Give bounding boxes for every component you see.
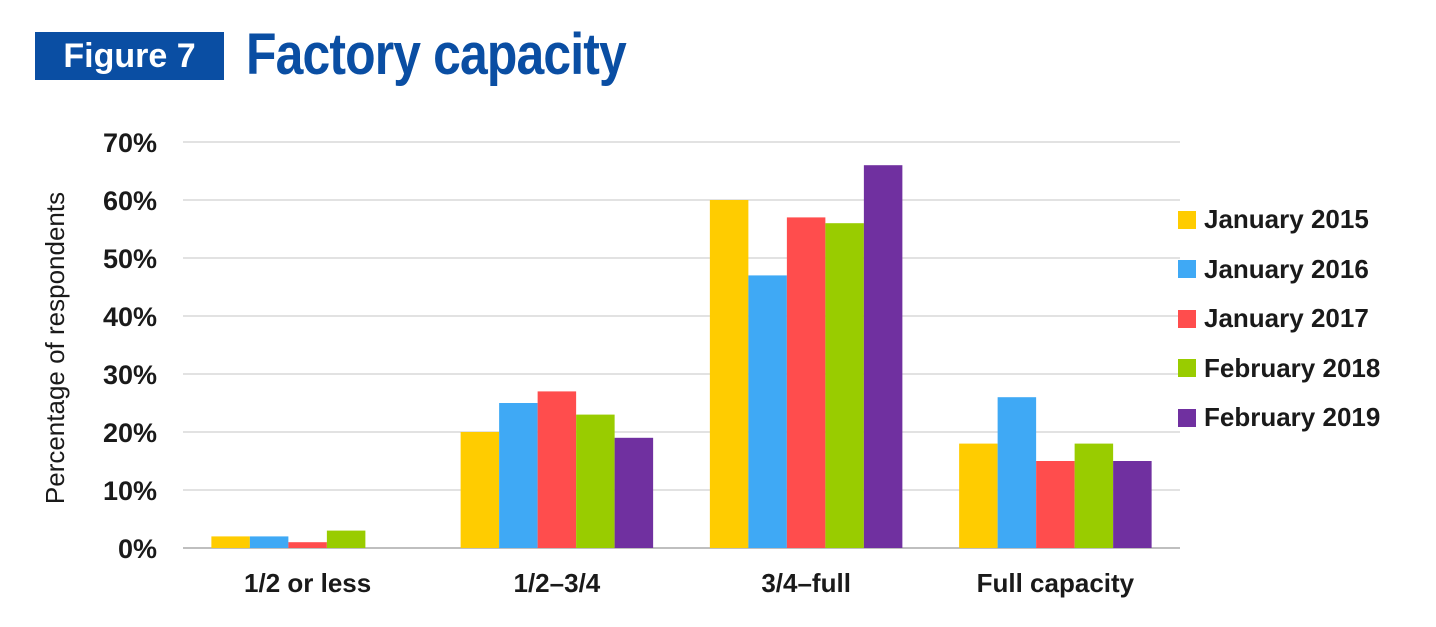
bar — [288, 542, 327, 548]
bar — [249, 536, 289, 548]
legend-swatch — [1178, 210, 1196, 229]
y-tick-label: 10% — [103, 476, 157, 506]
x-tick-label: 1/2–3/4 — [514, 568, 601, 598]
bar — [863, 165, 903, 548]
y-tick-label: 0% — [118, 534, 157, 564]
legend-swatch — [1178, 408, 1196, 427]
legend-swatch — [1178, 309, 1196, 328]
y-tick-label: 20% — [103, 418, 157, 448]
bar — [748, 275, 787, 548]
bar — [786, 217, 826, 548]
legend: January 2015 January 2016 January 2017 F… — [1178, 195, 1380, 443]
bar — [211, 536, 250, 548]
legend-label: February 2018 — [1204, 352, 1381, 383]
legend-label: February 2019 — [1204, 402, 1381, 433]
legend-item: February 2018 — [1178, 344, 1380, 394]
y-tick-label: 30% — [103, 360, 157, 390]
y-tick-label: 70% — [103, 128, 157, 158]
legend-item: January 2017 — [1178, 294, 1380, 344]
bar — [1113, 461, 1152, 548]
y-tick-label: 50% — [103, 244, 157, 274]
bar — [537, 391, 577, 548]
legend-swatch — [1178, 260, 1196, 279]
bar — [460, 432, 500, 548]
legend-item: February 2019 — [1178, 393, 1380, 443]
bar — [959, 443, 998, 548]
legend-label: January 2015 — [1204, 204, 1369, 235]
y-axis-label: Percentage of respondents — [40, 192, 70, 504]
x-tick-label: Full capacity — [977, 568, 1135, 598]
bar — [997, 397, 1037, 548]
bar — [709, 200, 749, 548]
bar — [1036, 461, 1075, 548]
bar — [1074, 443, 1114, 548]
y-tick-label: 40% — [103, 302, 157, 332]
x-tick-label: 1/2 or less — [244, 568, 371, 598]
bar — [326, 530, 366, 548]
bar — [576, 414, 615, 548]
y-tick-label: 60% — [103, 186, 157, 216]
legend-item: January 2015 — [1178, 195, 1380, 245]
legend-label: January 2017 — [1204, 303, 1369, 334]
figure-label: Figure 7 — [35, 32, 224, 80]
chart-title: Factory capacity — [246, 22, 627, 87]
x-tick-label: 3/4–full — [761, 568, 851, 598]
bar — [825, 223, 864, 548]
legend-label: January 2016 — [1204, 253, 1369, 284]
legend-item: January 2016 — [1178, 245, 1380, 295]
bar — [499, 403, 538, 548]
bar — [614, 437, 654, 548]
legend-swatch — [1178, 359, 1196, 378]
